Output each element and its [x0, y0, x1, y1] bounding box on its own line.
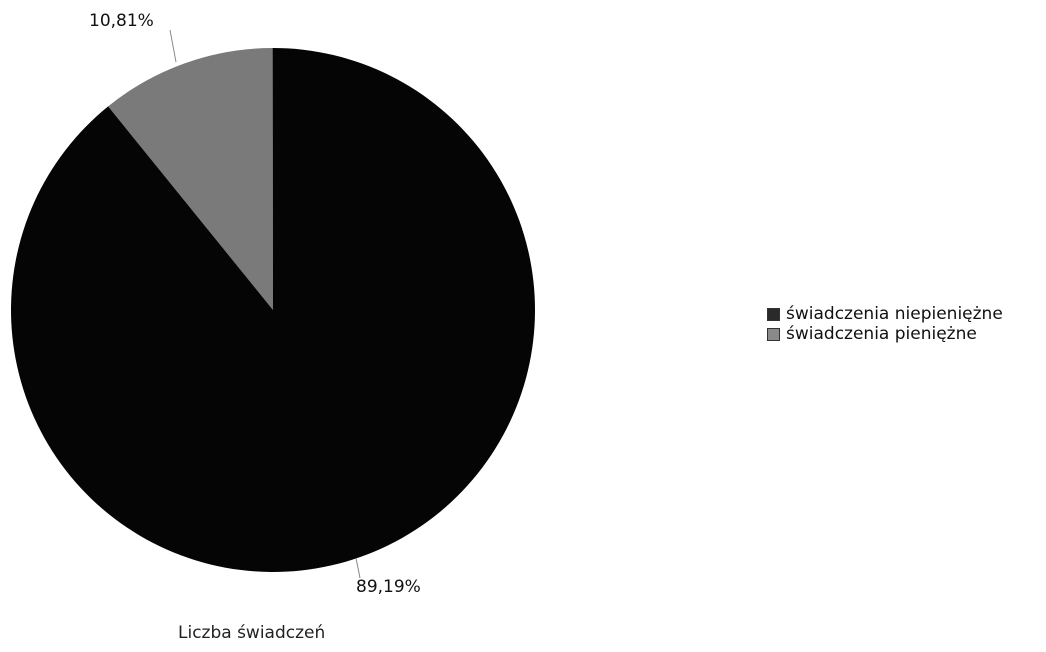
- pie-slices: [11, 47, 536, 572]
- leader-line-pienizne: [169, 29, 177, 63]
- pie-slice-pienizne: [108, 48, 274, 310]
- pie-slice-niepienizne: [11, 47, 536, 572]
- legend-label-pienizne: świadczenia pieniężne: [786, 324, 977, 344]
- legend-item-niepienizne: świadczenia niepieniężne: [767, 304, 1003, 324]
- chart-title: Liczba świadczeń: [178, 623, 326, 643]
- data-label-niepienizne: 89,19%: [356, 577, 421, 597]
- legend-swatch-niepienizne: [767, 307, 780, 321]
- data-label-pienizne: 10,81%: [89, 11, 154, 31]
- legend-item-pienizne: świadczenia pieniężne: [767, 324, 1003, 344]
- legend: świadczenia niepieniężne świadczenia pie…: [767, 304, 1003, 344]
- leader-line-niepienizne: [355, 557, 361, 579]
- legend-swatch-pienizne: [767, 327, 780, 341]
- legend-label-niepienizne: świadczenia niepieniężne: [786, 304, 1003, 324]
